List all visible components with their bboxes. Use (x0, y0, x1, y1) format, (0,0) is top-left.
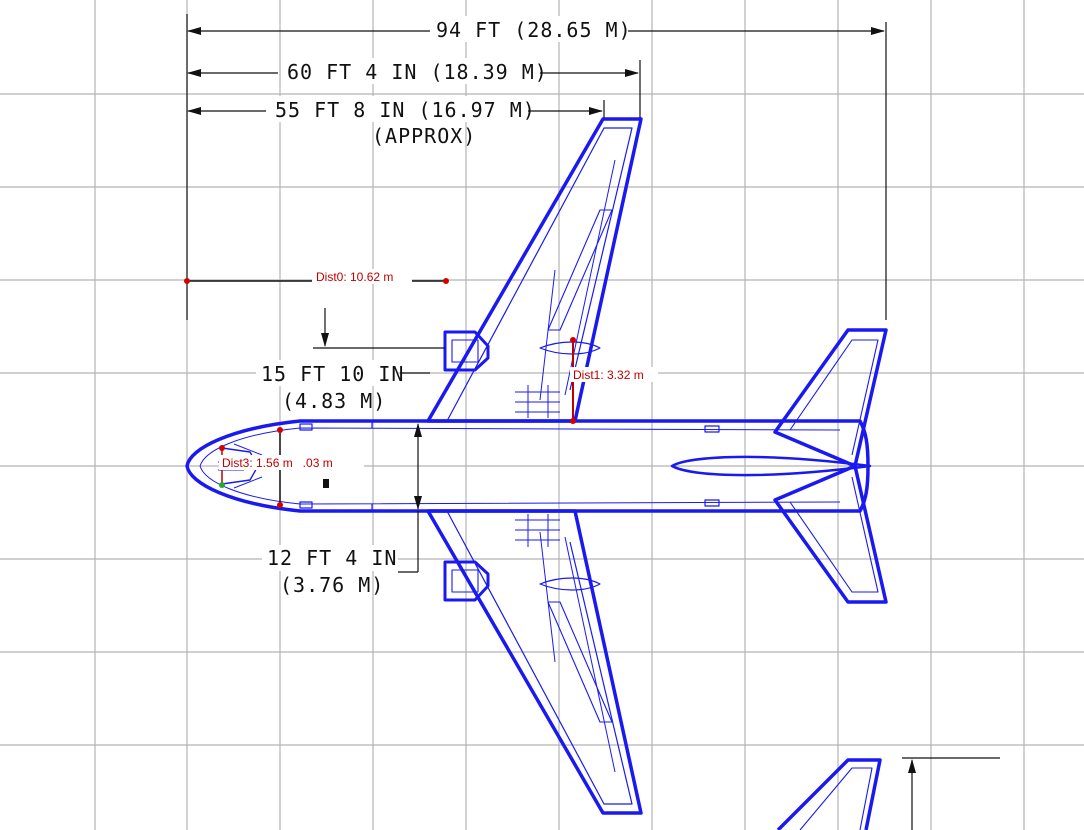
fuselage-width-ft-label: 12 FT 4 IN (267, 546, 397, 570)
engine-upper (443, 330, 490, 372)
aircraft-outline (185, 117, 888, 830)
dimension-labels: 94 FT (28.65 M) 60 FT 4 IN (18.39 M) 55 … (256, 16, 632, 597)
flap-fairing-lower (539, 577, 601, 591)
vertical-tail (670, 455, 872, 477)
stabilizer-upper (773, 328, 888, 468)
measurement-overlays: Dist0: 10.62 m Dist1: 3.32 m Dist2: 3.03… (184, 269, 658, 508)
adjacent-aircraft (776, 758, 882, 830)
dist1-label: Dist1: 3.32 m (573, 368, 644, 382)
dimension-lines (186, 14, 1000, 830)
fuselage-width-m-label: (3.76 M) (280, 573, 384, 597)
wing-upper (426, 117, 643, 423)
overall-length-label: 94 FT (28.65 M) (436, 18, 632, 42)
span-55-label: 55 FT 8 IN (16.97 M) (275, 98, 536, 122)
stabilizer-lower (773, 464, 888, 604)
span-60-label: 60 FT 4 IN (18.39 M) (287, 60, 548, 84)
dist0-label: Dist0: 10.62 m (316, 270, 393, 284)
nose-to-wing-ft-label: 15 FT 10 IN (261, 362, 404, 386)
span-55-note: (APPROX) (372, 124, 476, 148)
wing-lower (426, 509, 643, 815)
nose-to-wing-m-label: (4.83 M) (282, 389, 386, 413)
engine-lower (443, 560, 490, 602)
door-marks (299, 421, 720, 511)
flap-fairing-upper (539, 341, 601, 355)
dist3-label: Dist3: 1.56 m (222, 456, 293, 470)
